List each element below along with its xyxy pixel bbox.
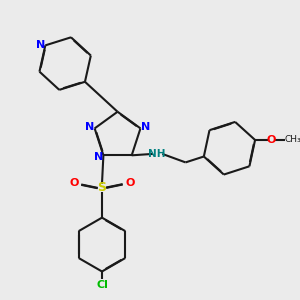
Text: N: N (94, 152, 103, 162)
Text: Cl: Cl (96, 280, 108, 290)
Text: S: S (98, 182, 106, 194)
Text: N: N (85, 122, 94, 132)
Text: O: O (70, 178, 79, 188)
Text: N: N (36, 40, 46, 50)
Text: NH: NH (148, 149, 166, 159)
Text: CH₃: CH₃ (284, 135, 300, 144)
Text: O: O (125, 178, 134, 188)
Text: O: O (266, 135, 276, 145)
Text: N: N (141, 122, 150, 132)
